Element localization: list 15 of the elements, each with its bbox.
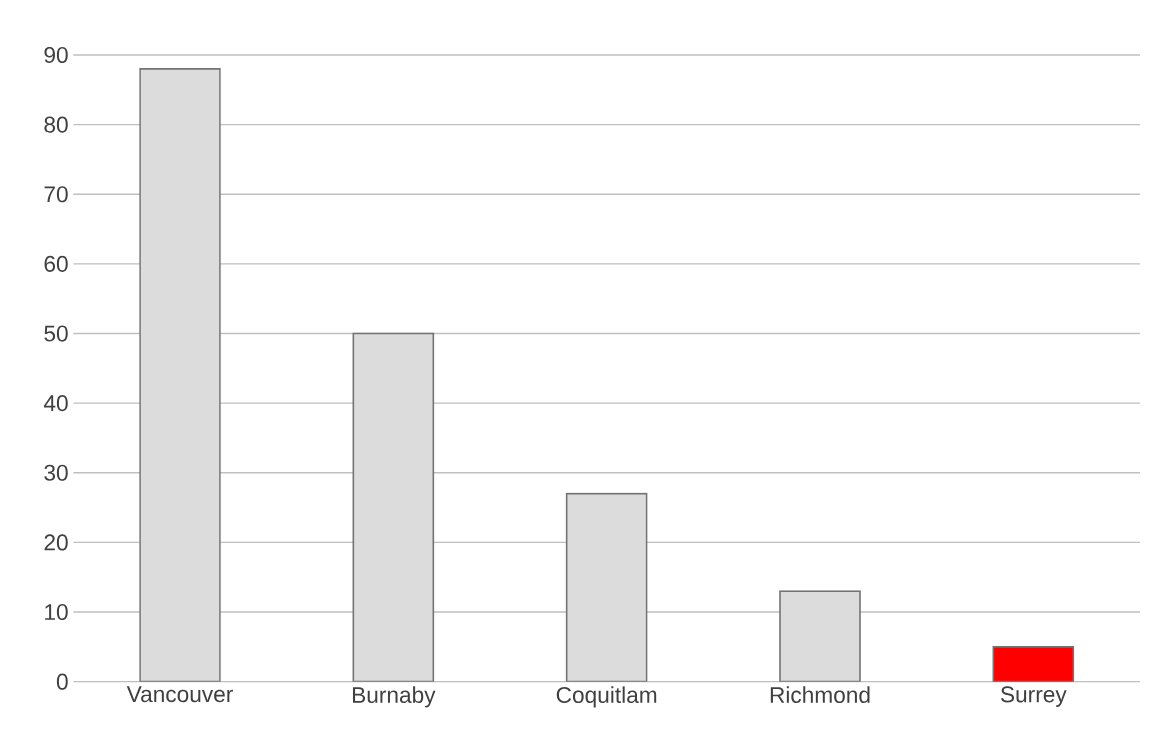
y-tick-label: 80 [44,116,68,133]
x-tick-label: Surrey [1000,686,1067,707]
y-tick-label: 40 [43,395,68,412]
y-tick-label: 60 [44,255,68,272]
y-tick-label: 0 [56,673,68,690]
y-tick-label: 10 [45,603,68,621]
x-tick-label: Coquitlam [556,686,657,708]
x-tick-label: Burnaby [352,686,436,708]
x-tick-label: Richmond [770,686,870,704]
y-tick-label: 70 [44,186,68,203]
y-tick-label: 30 [44,464,68,481]
y-tick-label: 90 [44,46,68,64]
y-tick-label: 20 [44,534,68,551]
y-tick-label: 50 [44,325,68,342]
x-tick-label: Vancouver [126,686,233,703]
